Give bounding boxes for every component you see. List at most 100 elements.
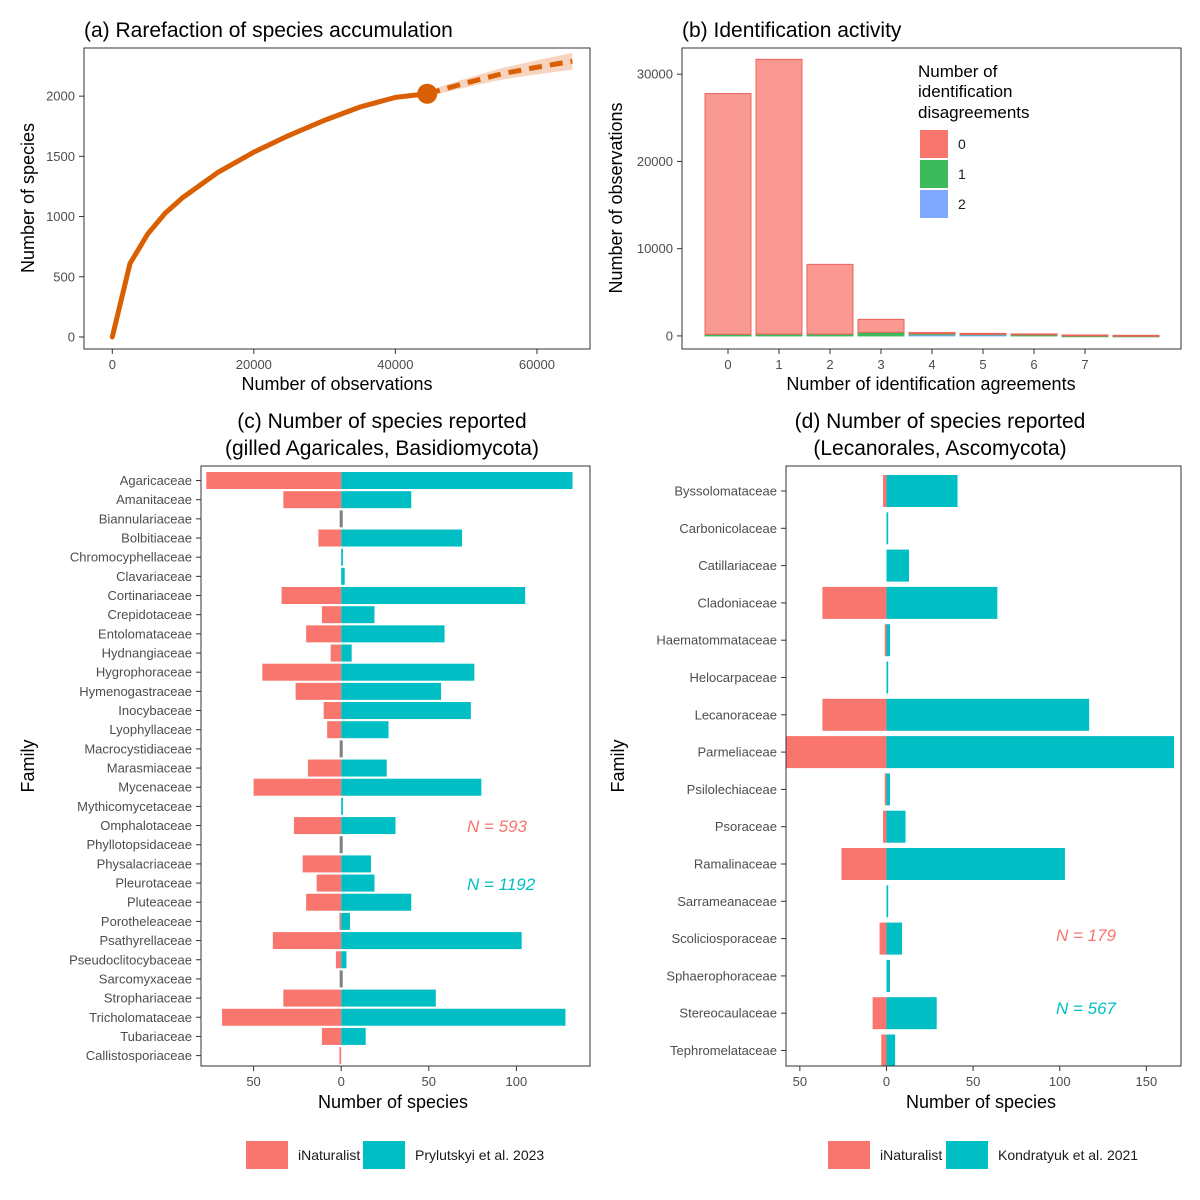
observed-curve bbox=[109, 91, 430, 340]
legend-title-line-2: identification bbox=[918, 82, 1013, 101]
family-label-mythicomycetaceae: Mythicomycetaceae bbox=[77, 799, 192, 814]
legend-title-line-1: Number of bbox=[918, 62, 998, 81]
zero-marker-macrocystidiaceae bbox=[339, 740, 343, 758]
bar-agreements-4-disagreements-0 bbox=[908, 331, 956, 335]
panel-b-marks bbox=[704, 58, 1160, 338]
bar-reference-marasmiaceae bbox=[341, 759, 387, 777]
legend-label-inaturalist: iNaturalist bbox=[298, 1147, 360, 1163]
family-label-helocarpaceae: Helocarpaceae bbox=[690, 670, 777, 685]
bar-reference-psoraceae bbox=[886, 810, 906, 843]
bar-inaturalist-entolomataceae bbox=[306, 625, 342, 643]
legend-key-inaturalist bbox=[828, 1141, 870, 1169]
bar-reference-entolomataceae bbox=[341, 625, 445, 643]
bar-reference-helocarpaceae bbox=[886, 661, 889, 694]
family-label-hygrophoraceae: Hygrophoraceae bbox=[96, 665, 192, 680]
legend-label-0: 0 bbox=[958, 136, 966, 152]
panel-d-title-line-1: (d) Number of species reported bbox=[795, 410, 1086, 433]
panel-a-ticks: 0 20000 40000 60000 0 500 1000 1500 2000 bbox=[46, 89, 555, 372]
bar-reference-tricholomataceae bbox=[341, 1008, 566, 1026]
legend-key-2 bbox=[920, 190, 948, 218]
bar-reference-sphaerophoraceae bbox=[886, 959, 890, 992]
legend-key-0 bbox=[920, 130, 948, 158]
legend-key-inaturalist bbox=[246, 1141, 288, 1169]
bar-inaturalist-scoliciosporaceae bbox=[879, 922, 887, 955]
panel-b-title: (b) Identification activity bbox=[682, 19, 902, 42]
bar-reference-bolbitiaceae bbox=[341, 529, 463, 547]
x-tick-label: 20000 bbox=[236, 357, 272, 372]
panel-c-marks bbox=[206, 472, 573, 1065]
family-label-cortinariaceae: Cortinariaceae bbox=[107, 588, 192, 603]
family-label-sphaerophoraceae: Sphaerophoraceae bbox=[666, 968, 777, 983]
x-tick-label: 7 bbox=[1081, 357, 1088, 372]
bar-reference-hymenogastraceae bbox=[341, 682, 442, 700]
legend-key-1 bbox=[920, 160, 948, 188]
bar-inaturalist-ramalinaceae bbox=[841, 848, 887, 880]
x-tick-label: 1 bbox=[775, 357, 782, 372]
bar-reference-agaricaceae bbox=[341, 472, 573, 489]
bar-inaturalist-psathyrellaceae bbox=[272, 932, 342, 950]
bar-reference-crepidotaceae bbox=[341, 606, 375, 624]
bar-inaturalist-tephromelataceae bbox=[881, 1034, 887, 1067]
family-label-crepidotaceae: Crepidotaceae bbox=[107, 607, 192, 622]
zero-marker-phyllotopsidaceae bbox=[339, 836, 343, 854]
bar-inaturalist-hygrophoraceae bbox=[262, 663, 342, 681]
bar-inaturalist-cortinariaceae bbox=[281, 587, 342, 605]
bar-inaturalist-marasmiaceae bbox=[307, 759, 342, 777]
x-tick-label: 3 bbox=[877, 357, 884, 372]
family-label-pleurotaceae: Pleurotaceae bbox=[115, 876, 192, 891]
bar-reference-catillariaceae bbox=[886, 549, 910, 582]
family-label-hydnangiaceae: Hydnangiaceae bbox=[102, 646, 192, 661]
observed-point bbox=[417, 83, 438, 104]
panel-c-ylabel: Family bbox=[18, 740, 38, 793]
family-label-psilolechiaceae: Psilolechiaceae bbox=[687, 782, 777, 797]
bar-inaturalist-pluteaceae bbox=[306, 893, 342, 911]
family-label-pluteaceae: Pluteaceae bbox=[127, 895, 192, 910]
bar-reference-scoliciosporaceae bbox=[886, 922, 903, 955]
family-label-macrocystidiaceae: Macrocystidiaceae bbox=[84, 741, 192, 756]
bar-reference-mycenaceae bbox=[341, 778, 482, 796]
family-label-ramalinaceae: Ramalinaceae bbox=[694, 857, 777, 872]
y-tick-label: 1000 bbox=[46, 209, 75, 224]
family-label-psoraceae: Psoraceae bbox=[715, 819, 777, 834]
zero-marker-sarcomyxaceae bbox=[339, 970, 343, 988]
family-label-hymenogastraceae: Hymenogastraceae bbox=[79, 684, 192, 699]
bar-inaturalist-parmeliaceae bbox=[786, 736, 887, 769]
family-label-clavariaceae: Clavariaceae bbox=[116, 569, 192, 584]
bar-reference-stereocaulaceae bbox=[886, 997, 937, 1030]
panel-d-annotation-inat: N = 179 bbox=[1056, 926, 1117, 945]
zero-marker-biannulariaceae bbox=[339, 510, 343, 528]
x-tick-label: 2 bbox=[826, 357, 833, 372]
panel-c-ticks: Agaricaceae Amanitaceae Biannulariaceae Bol… bbox=[69, 473, 527, 1089]
panel-d-title-line-2: (Lecanorales, Ascomycota) bbox=[813, 437, 1066, 460]
bar-agreements-5-disagreements-0 bbox=[959, 332, 1007, 335]
bar-inaturalist-psilolechiaceae bbox=[884, 773, 887, 806]
bar-agreements-3-disagreements-0 bbox=[857, 318, 905, 333]
y-tick-label: 1500 bbox=[46, 149, 75, 164]
bar-reference-inocybaceae bbox=[341, 702, 471, 720]
bar-reference-hygrophoraceae bbox=[341, 663, 475, 681]
family-label-marasmiaceae: Marasmiaceae bbox=[107, 761, 192, 776]
family-label-haematommataceae: Haematommataceae bbox=[656, 633, 777, 648]
bar-inaturalist-agaricaceae bbox=[206, 472, 342, 489]
family-label-amanitaceae: Amanitaceae bbox=[116, 492, 192, 507]
panel-a: (a) Rarefaction of species accumulation … bbox=[18, 19, 591, 394]
x-tick-label: 4 bbox=[928, 357, 935, 372]
family-label-lecanoraceae: Lecanoraceae bbox=[695, 707, 777, 722]
family-label-psathyrellaceae: Psathyrellaceae bbox=[100, 933, 193, 948]
bar-reference-carbonicolaceae bbox=[886, 512, 889, 545]
x-tick-label: 0 bbox=[109, 357, 116, 372]
panel-c-frame bbox=[200, 465, 591, 1067]
y-tick-label: 30000 bbox=[637, 67, 673, 82]
y-tick-label: 10000 bbox=[637, 241, 673, 256]
bar-reference-lecanoraceae bbox=[886, 698, 1090, 731]
panel-b-ylabel: Number of observations bbox=[606, 102, 626, 293]
panel-a-frame bbox=[83, 47, 591, 350]
legend-title-line-3: disagreements bbox=[918, 103, 1030, 122]
bar-reference-mythicomycetaceae bbox=[341, 797, 343, 815]
panel-a-title: (a) Rarefaction of species accumulation bbox=[84, 19, 453, 42]
bar-inaturalist-lecanoraceae bbox=[822, 698, 887, 731]
x-tick-label: 50 bbox=[966, 1074, 980, 1089]
bar-inaturalist-strophariaceae bbox=[283, 989, 342, 1007]
family-label-tricholomataceae: Tricholomataceae bbox=[89, 1010, 192, 1025]
panel-a-xlabel: Number of observations bbox=[241, 374, 432, 394]
